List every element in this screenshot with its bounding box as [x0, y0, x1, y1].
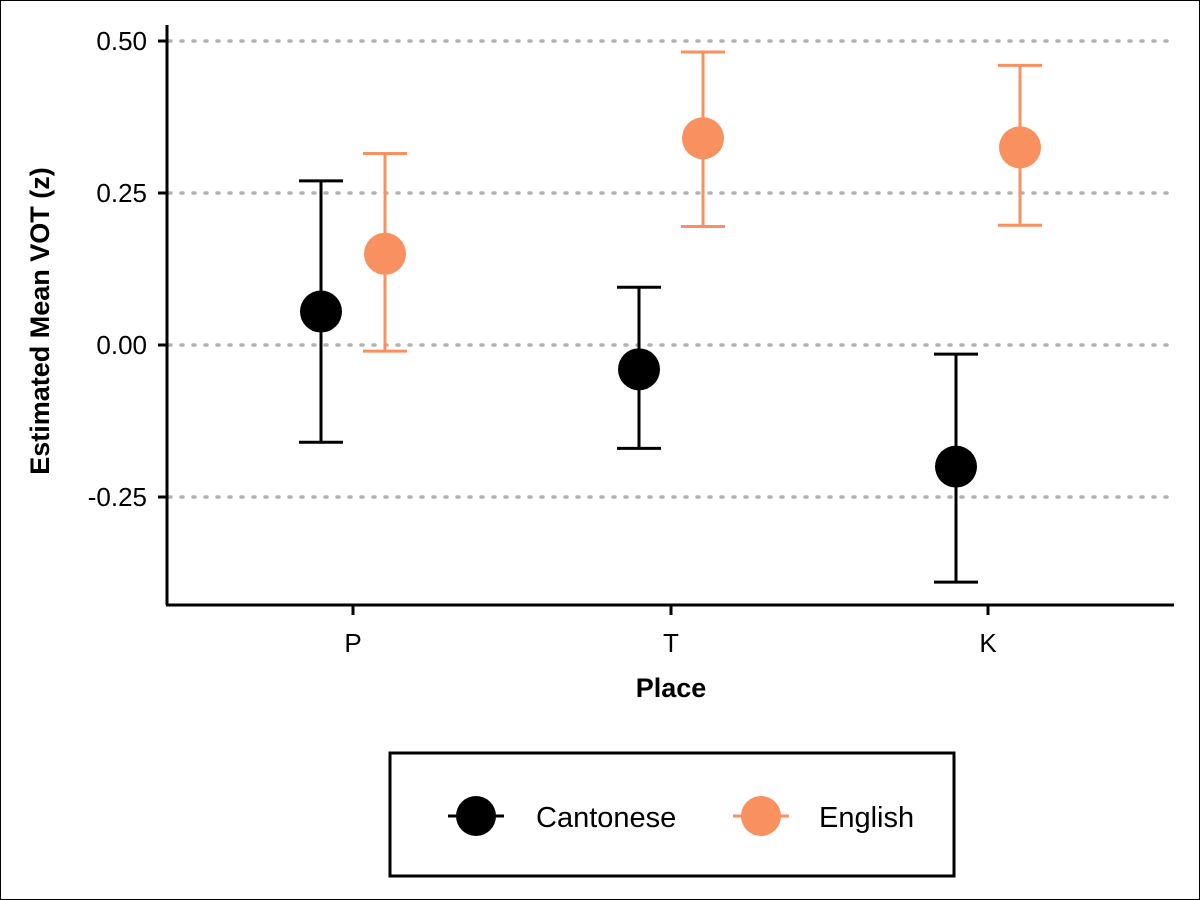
data-point-english — [364, 232, 406, 275]
y-axis-title: Estimated Mean VOT (z) — [25, 167, 55, 475]
data-point-english — [682, 117, 724, 160]
y-tick-label: 0.50 — [96, 26, 147, 56]
legend-key-point-cantonese — [456, 796, 496, 836]
y-tick-label: 0.00 — [96, 330, 147, 360]
grid-lines — [167, 39, 1176, 499]
x-tick-label: T — [663, 628, 679, 658]
data-point-cantonese — [300, 290, 342, 333]
x-axis-title: Place — [636, 673, 707, 703]
legend-item-english: English — [733, 796, 914, 836]
data-point-english — [999, 126, 1041, 169]
data-point-cantonese — [618, 348, 660, 391]
y-tick-label: -0.25 — [88, 482, 147, 512]
series-cantonese — [299, 179, 978, 584]
data-point-cantonese — [935, 445, 977, 488]
legend-label-cantonese: Cantonese — [536, 802, 676, 834]
legend-key-point-english — [741, 796, 781, 836]
legend-box — [388, 751, 956, 878]
legend-item-cantonese: Cantonese — [448, 796, 676, 836]
legend-label-english: English — [819, 802, 914, 834]
data-series — [299, 50, 1042, 584]
x-tick-label: P — [344, 628, 361, 658]
series-english — [363, 50, 1042, 353]
legend: Cantonese English — [388, 751, 956, 878]
x-tick-label: K — [979, 628, 997, 658]
y-ticks: -0.25 0.00 0.25 0.50 — [88, 26, 167, 512]
y-tick-label: 0.25 — [96, 178, 147, 208]
